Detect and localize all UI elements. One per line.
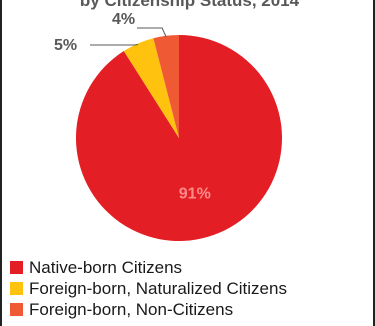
leader-line-foreign-born-non-citizens	[137, 28, 166, 37]
legend-item-native-born: Native-born Citizens	[10, 257, 287, 278]
data-label-foreign-born-naturalized-citizens: 5%	[54, 37, 77, 54]
legend-label-non-citizens: Foreign-born, Non-Citizens	[29, 300, 233, 320]
legend-label-native-born: Native-born Citizens	[29, 258, 182, 278]
leader-line-foreign-born-naturalized-citizens	[90, 45, 138, 46]
legend-swatch-non-citizens	[10, 303, 23, 316]
legend-label-naturalized: Foreign-born, Naturalized Citizens	[29, 279, 287, 299]
data-label-native-born-citizens: 91%	[179, 185, 211, 202]
legend-item-naturalized: Foreign-born, Naturalized Citizens	[10, 278, 287, 299]
legend-item-non-citizens: Foreign-born, Non-Citizens	[10, 299, 287, 320]
data-label-foreign-born-non-citizens: 4%	[112, 11, 135, 28]
legend: Native-born Citizens Foreign-born, Natur…	[10, 257, 287, 320]
legend-swatch-naturalized	[10, 282, 23, 295]
legend-swatch-native-born	[10, 261, 23, 274]
pie-slices	[76, 35, 282, 241]
